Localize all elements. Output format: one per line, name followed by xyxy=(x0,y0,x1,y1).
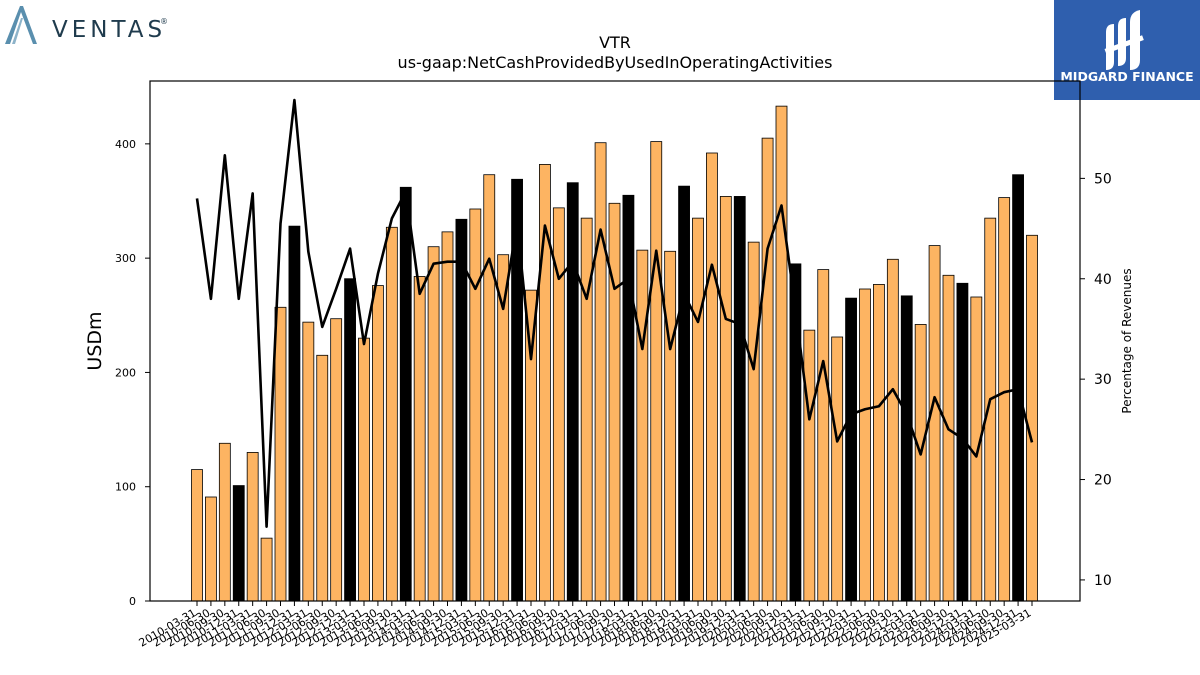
bar-2011-03-31 xyxy=(246,452,259,602)
bar-2023-09-30 xyxy=(942,274,955,602)
bar-2022-12-31 xyxy=(900,295,913,602)
bar-2018-12-31 xyxy=(678,185,690,602)
y-tick-label: 100 xyxy=(115,481,136,494)
bar-2015-03-31 xyxy=(469,208,482,602)
bar-2020-09-30 xyxy=(775,105,788,602)
bar-2013-03-31 xyxy=(358,337,370,602)
bar-2022-06-30 xyxy=(873,284,885,602)
bar-group xyxy=(191,105,1038,602)
y2-tick-label: 50 xyxy=(1094,171,1112,187)
y-axis-label: USDm xyxy=(84,311,106,370)
bar-2011-12-31 xyxy=(288,225,301,602)
bar-2023-03-31 xyxy=(914,324,927,602)
bar-2024-12-31 xyxy=(1012,174,1024,602)
midgard-logo-mark: MIDGARD FINANCE xyxy=(1060,10,1194,84)
pct-of-revenues-line xyxy=(195,98,1034,529)
pct-line-group xyxy=(195,98,1034,529)
y-tick-label: 0 xyxy=(129,595,136,608)
bar-2019-12-31 xyxy=(733,196,746,602)
y-tick-label: 400 xyxy=(115,138,136,151)
chart-title: VTR xyxy=(599,33,631,52)
bar-2024-09-30 xyxy=(998,197,1011,602)
y2-axis-ticks: 10 20 30 40 50 xyxy=(1080,171,1112,589)
y2-axis-label: Percentage of Revenues xyxy=(1120,268,1134,413)
bar-2022-03-31 xyxy=(859,288,871,602)
bar-2020-03-31 xyxy=(747,241,760,602)
bar-2014-06-30 xyxy=(427,246,440,602)
y-tick-label: 200 xyxy=(115,366,136,379)
bar-2010-06-30 xyxy=(205,496,217,602)
bar-2021-03-31 xyxy=(803,329,816,602)
bar-2014-09-30 xyxy=(441,231,454,602)
bar-2012-06-30 xyxy=(316,354,329,602)
y2-tick-label: 20 xyxy=(1094,473,1112,489)
ventas-logo-text: VENTAS xyxy=(52,17,166,43)
y-axis-ticks: 0 100 200 300 400 xyxy=(115,138,150,608)
y2-tick-label: 30 xyxy=(1094,372,1112,388)
ventas-logo: VENTAS ® xyxy=(4,4,174,48)
bar-2013-12-31 xyxy=(399,186,412,602)
midgard-logo-text: MIDGARD FINANCE xyxy=(1060,69,1193,84)
bar-2018-06-30 xyxy=(650,141,663,602)
bar-2013-06-30 xyxy=(372,285,384,602)
x-axis-ticks: 2010-03-312010-06-302010-09-302010-12-31… xyxy=(137,601,1034,650)
bar-2012-03-31 xyxy=(302,321,315,602)
y2-tick-label: 10 xyxy=(1094,573,1112,589)
midgard-finance-logo: MIDGARD FINANCE xyxy=(1054,0,1200,100)
bar-2021-06-30 xyxy=(817,269,830,602)
ventas-registered-mark: ® xyxy=(160,17,168,26)
bar-2019-06-30 xyxy=(706,152,718,602)
bar-2022-09-30 xyxy=(886,258,899,602)
ventas-logo-mark: VENTAS ® xyxy=(5,6,168,44)
bar-2021-12-31 xyxy=(845,297,857,602)
bar-2017-12-31 xyxy=(622,194,635,602)
bar-2010-09-30 xyxy=(218,442,231,602)
bar-2010-03-31 xyxy=(191,469,203,602)
bar-2019-09-30 xyxy=(719,196,732,602)
bar-2014-03-31 xyxy=(413,276,426,602)
bar-2017-09-30 xyxy=(608,202,621,602)
bar-2019-03-31 xyxy=(692,217,704,602)
bar-2013-09-30 xyxy=(385,226,398,602)
chart-subtitle: us-gaap:NetCashProvidedByUsedInOperating… xyxy=(398,53,833,72)
bar-2024-03-31 xyxy=(970,296,983,602)
bar-2010-12-31 xyxy=(232,485,245,602)
bar-2018-03-31 xyxy=(636,249,649,602)
bar-2015-06-30 xyxy=(483,174,496,602)
bar-2017-06-30 xyxy=(594,142,607,602)
bar-2021-09-30 xyxy=(831,336,844,602)
bar-2014-12-31 xyxy=(455,218,468,602)
bar-2020-06-30 xyxy=(761,137,774,602)
y2-tick-label: 40 xyxy=(1094,272,1112,288)
bar-2016-03-31 xyxy=(525,289,537,602)
y-tick-label: 300 xyxy=(115,252,136,265)
bar-2016-12-31 xyxy=(566,182,579,602)
bar-2011-09-30 xyxy=(274,306,287,602)
bar-2025-03-31 xyxy=(1026,234,1038,602)
bar-2012-12-31 xyxy=(344,278,356,602)
bar-2023-06-30 xyxy=(928,245,941,602)
bar-2012-09-30 xyxy=(330,318,343,602)
bar-2018-09-30 xyxy=(664,250,677,602)
bar-2011-06-30 xyxy=(260,537,273,602)
